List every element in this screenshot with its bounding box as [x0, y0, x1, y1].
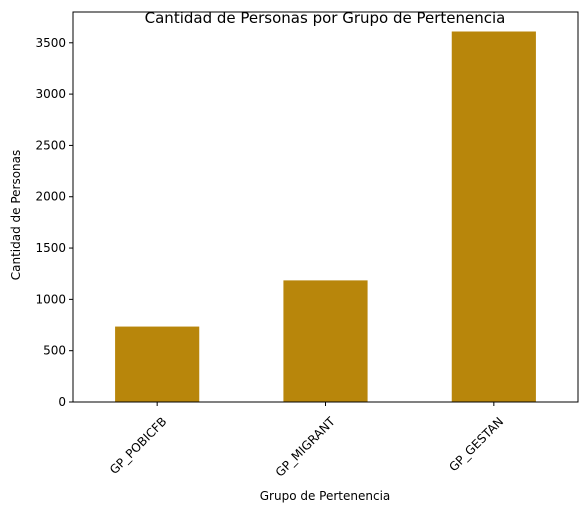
bar-gp-gestan [451, 31, 536, 402]
y-axis-label: Cantidad de Personas [9, 150, 23, 281]
y-tick-label: 3500 [35, 36, 66, 50]
y-tick-label: 1500 [35, 241, 66, 255]
x-axis-ticks: GP_POBICFB GP_MIGRANT GP_GESTAN [107, 402, 506, 480]
y-tick-label: 1000 [35, 292, 66, 306]
x-tick-label: GP_GESTAN [446, 414, 506, 474]
y-tick-label: 2000 [35, 190, 66, 204]
y-tick-label: 500 [43, 344, 66, 358]
x-axis-label: Grupo de Pertenencia [260, 489, 391, 503]
y-tick-label: 0 [58, 395, 66, 409]
y-tick-label: 2500 [35, 138, 66, 152]
y-tick-label: 3000 [35, 87, 66, 101]
y-axis-ticks: 0 500 1000 1500 2000 2500 3000 3500 [35, 36, 73, 409]
plot-frame [72, 11, 579, 403]
bar-gp-pobicfb [115, 326, 200, 402]
bars-layer [115, 31, 536, 402]
x-tick-label: GP_MIGRANT [273, 414, 339, 480]
chart-title: Cantidad de Personas por Grupo de Perten… [145, 9, 506, 27]
x-tick-label: GP_POBICFB [107, 414, 170, 477]
bar-gp-migrant [283, 280, 368, 402]
